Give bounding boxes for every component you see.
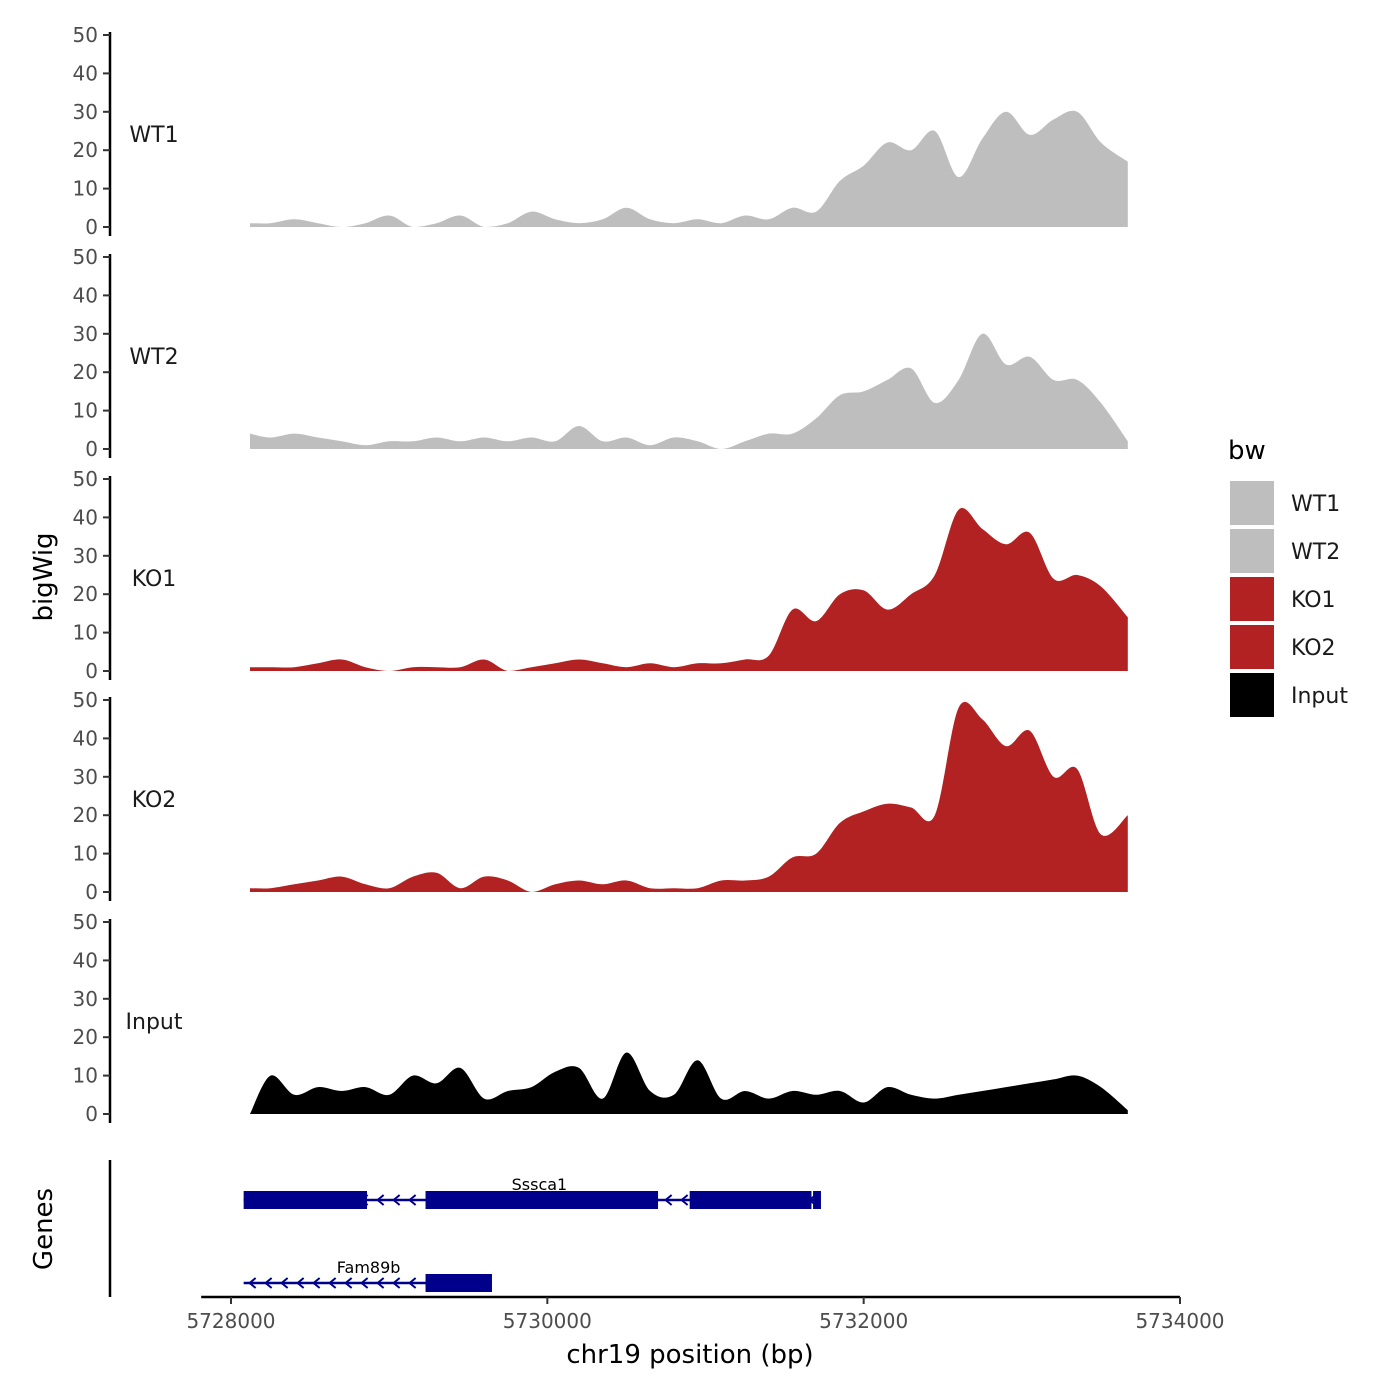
y-tick-label: 40	[73, 505, 98, 529]
y-tick-label: 10	[73, 842, 98, 866]
gene-exon	[425, 1191, 659, 1209]
legend-swatch-ko1	[1230, 577, 1274, 621]
y-tick-label: 10	[73, 1064, 98, 1088]
strand-arrow	[392, 1194, 401, 1206]
y-tick-label: 40	[73, 283, 98, 307]
legend-swatch-wt1	[1230, 481, 1274, 525]
genes-track-title: Genes	[29, 1188, 59, 1270]
strand-arrow	[344, 1277, 353, 1289]
x-tick-label: 5730000	[503, 1309, 592, 1333]
strand-arrow	[264, 1277, 273, 1289]
track-label: KO1	[132, 567, 177, 592]
coverage-area-ko1	[250, 508, 1128, 671]
gene-exon	[689, 1191, 812, 1209]
coverage-area-wt2	[250, 333, 1128, 449]
y-tick-label: 50	[73, 688, 98, 712]
y-tick-label: 30	[73, 987, 98, 1011]
gene-exon	[425, 1274, 492, 1292]
y-tick-label: 10	[73, 399, 98, 423]
y-tick-label: 40	[73, 726, 98, 750]
x-axis: 5728000 5730000 5732000 5734000	[186, 1295, 1225, 1333]
strand-arrow	[328, 1277, 337, 1289]
track-wt2: 0 10 20 30 40 50 WT2	[73, 245, 1128, 461]
x-tick-label: 5728000	[186, 1309, 275, 1333]
strand-arrow	[312, 1277, 321, 1289]
y-tick-label: 0	[85, 1102, 98, 1126]
y-tick-label: 30	[73, 322, 98, 346]
track-ko1: 0 10 20 30 40 50 KO1	[73, 467, 1128, 683]
y-axis-title: bigWig	[29, 532, 59, 621]
gene-name-label: Fam89b	[337, 1258, 401, 1277]
y-tick-label: 10	[73, 177, 98, 201]
y-tick-label: 50	[73, 910, 98, 934]
gene-fam89b: Fam89b	[243, 1258, 492, 1292]
strand-arrow	[392, 1277, 401, 1289]
gene-sssca1: Sssca1	[243, 1175, 821, 1209]
genes-track: Genes Sssca1 Fam89b	[29, 1160, 821, 1297]
strand-arrow	[680, 1194, 689, 1206]
y-tick-label: 40	[73, 948, 98, 972]
coverage-tracks: 0 10 20 30 40 50 WT1 0 10 20 30 40 50 WT2 0 10 20 30 40 50 K…	[73, 23, 1128, 1126]
y-tick-label: 20	[73, 803, 98, 827]
gene-exon	[243, 1191, 368, 1209]
y-tick-label: 50	[73, 23, 98, 47]
legend-swatch-input	[1230, 673, 1274, 717]
strand-arrow	[296, 1277, 305, 1289]
coverage-area-input	[250, 1052, 1128, 1114]
strand-arrow	[408, 1194, 417, 1206]
strand-arrow	[280, 1277, 289, 1289]
y-tick-label: 30	[73, 544, 98, 568]
y-tick-label: 0	[85, 215, 98, 239]
track-ko2: 0 10 20 30 40 50 KO2	[73, 688, 1128, 904]
track-wt1: 0 10 20 30 40 50 WT1	[73, 23, 1128, 239]
y-tick-label: 0	[85, 437, 98, 461]
legend-label: KO1	[1291, 588, 1336, 613]
y-tick-label: 40	[73, 61, 98, 85]
track-input: 0 10 20 30 40 50 Input	[73, 910, 1128, 1126]
strand-arrow	[376, 1194, 385, 1206]
y-tick-label: 0	[85, 880, 98, 904]
track-label: WT1	[129, 123, 178, 148]
coverage-area-wt1	[250, 110, 1128, 227]
strand-arrow	[376, 1277, 385, 1289]
y-tick-label: 0	[85, 659, 98, 683]
y-tick-label: 20	[73, 138, 98, 162]
y-tick-label: 20	[73, 1025, 98, 1049]
strand-arrow	[360, 1277, 369, 1289]
legend-label: WT2	[1291, 540, 1340, 565]
strand-arrow	[408, 1277, 417, 1289]
y-tick-label: 50	[73, 245, 98, 269]
x-axis-title: chr19 position (bp)	[566, 1340, 813, 1370]
y-tick-label: 30	[73, 100, 98, 124]
x-tick-label: 5732000	[819, 1309, 908, 1333]
legend-label: KO2	[1291, 636, 1336, 661]
legend-label: WT1	[1291, 492, 1340, 517]
strand-arrow	[664, 1194, 673, 1206]
strand-arrow	[248, 1277, 257, 1289]
track-label: WT2	[129, 345, 178, 370]
legend-swatch-wt2	[1230, 529, 1274, 573]
track-label: KO2	[132, 788, 177, 813]
y-tick-label: 20	[73, 582, 98, 606]
track-label: Input	[126, 1010, 183, 1035]
y-tick-label: 50	[73, 467, 98, 491]
y-tick-label: 30	[73, 765, 98, 789]
gene-name-label: Sssca1	[512, 1175, 568, 1194]
legend-label: Input	[1291, 684, 1348, 709]
y-tick-label: 10	[73, 621, 98, 645]
coverage-area-ko2	[250, 701, 1128, 892]
y-tick-label: 20	[73, 360, 98, 384]
legend-title: bw	[1228, 436, 1266, 466]
legend: bw WT1 WT2 KO1 KO2 Input	[1228, 436, 1348, 717]
legend-swatch-ko2	[1230, 625, 1274, 669]
gene-exon	[813, 1191, 821, 1209]
x-tick-label: 5734000	[1135, 1309, 1224, 1333]
